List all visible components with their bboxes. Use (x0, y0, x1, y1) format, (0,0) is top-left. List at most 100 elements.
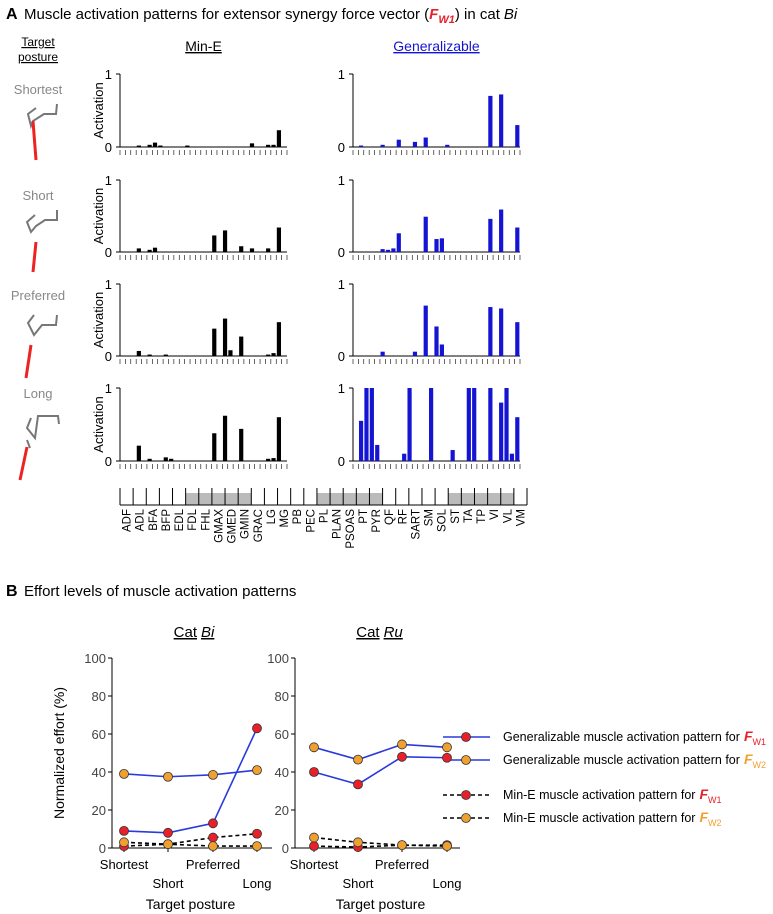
legend-entry: Generalizable muscle activation pattern … (503, 728, 766, 747)
y-tick-label: 1 (338, 277, 345, 292)
bar (434, 239, 439, 252)
muscle-label: BFA (148, 509, 160, 531)
legend-entry: Min-E muscle activation pattern for FW2 (503, 809, 722, 828)
bar (423, 137, 428, 147)
bar (412, 351, 418, 356)
bar (212, 235, 217, 252)
muscle-label: MG (279, 509, 291, 528)
muscle-label: ADL (135, 508, 147, 531)
marker (309, 832, 319, 843)
y-tick-label: 1 (105, 277, 112, 292)
bar (222, 415, 228, 461)
legend-text: Generalizable muscle activation pattern … (503, 753, 740, 767)
bar (136, 350, 141, 356)
legend-marker (461, 732, 471, 742)
bar (358, 420, 364, 461)
x-axis-label: Target posture (336, 896, 426, 912)
column-header: Min-E (185, 38, 222, 54)
bar (450, 450, 455, 461)
bar (147, 144, 152, 147)
bar (488, 307, 493, 356)
y-tick-label: 0 (338, 140, 345, 155)
title-text: Muscle activation patterns for extensor … (24, 6, 429, 23)
bar (488, 218, 493, 252)
bar (271, 458, 276, 461)
bar (266, 248, 271, 252)
bar (380, 351, 385, 356)
column-header: Generalizable (393, 38, 480, 54)
x-tick-label: Short (342, 876, 373, 891)
bar (515, 125, 520, 147)
bar (212, 433, 217, 461)
y-tick-label: 60 (275, 727, 289, 742)
bar (445, 144, 450, 147)
legend-vector-sub: W1 (753, 737, 767, 747)
y-tick-label: 60 (92, 727, 106, 742)
muscle-label: GMED (227, 509, 239, 544)
y-axis-label: Activation (91, 188, 106, 244)
muscle-label: EDL (174, 508, 186, 531)
y-axis-label: Activation (91, 82, 106, 138)
legend-vector: F (744, 751, 753, 767)
muscle-label: SM (424, 509, 436, 526)
bar (423, 216, 428, 252)
y-tick-label: 0 (105, 140, 112, 155)
row-header: Target (21, 35, 55, 49)
marker (163, 827, 173, 838)
bar (276, 417, 282, 461)
legend-entry: Min-E muscle activation pattern for FW1 (503, 786, 722, 805)
muscle-label: VL (502, 508, 514, 523)
legend-marker (461, 813, 471, 823)
y-tick-label: 0 (105, 245, 112, 260)
marker (208, 769, 218, 780)
bar (358, 145, 364, 147)
muscle-label: FDL (187, 508, 199, 530)
muscle-label: BFP (161, 509, 173, 532)
bar (152, 247, 158, 252)
force-vector (31, 120, 38, 161)
posture-label: Shortest (14, 82, 63, 97)
title-italic: Bi (201, 624, 215, 641)
muscle-label: PYR (371, 509, 383, 533)
marker (208, 841, 218, 851)
leg-figure (25, 415, 60, 441)
y-tick-label: 0 (99, 841, 106, 856)
y-tick-label: 0 (105, 349, 112, 364)
bar (276, 227, 282, 252)
y-tick-label: 100 (84, 651, 106, 666)
legend-vector: F (699, 809, 708, 825)
marker (442, 742, 452, 753)
bar (152, 142, 158, 147)
bar (499, 94, 504, 147)
bar (276, 130, 282, 147)
posture-label: Short (22, 188, 53, 203)
y-tick-label: 20 (275, 803, 289, 818)
marker (397, 840, 407, 851)
posture-figures (18, 103, 60, 481)
bar (509, 453, 515, 461)
marker (119, 826, 129, 836)
row-header: posture (18, 50, 58, 64)
cat-name: Bi (504, 6, 518, 23)
bar (466, 388, 471, 461)
muscle-label: PT (358, 509, 370, 524)
force-vector (31, 241, 38, 273)
bar (147, 249, 152, 252)
bar (169, 458, 174, 461)
bar (504, 388, 509, 461)
bar (429, 388, 434, 461)
bar (396, 233, 401, 252)
legend-vector-sub: W2 (708, 818, 722, 828)
muscle-label: GMIN (240, 509, 252, 539)
x-tick-label: Preferred (375, 857, 429, 872)
leg-figure (25, 210, 58, 234)
title-text: Cat (356, 624, 380, 641)
bar (222, 230, 228, 252)
bar (266, 458, 271, 461)
marker (252, 723, 262, 734)
bar (163, 354, 168, 356)
bar (499, 308, 504, 356)
muscle-label: PLAN (332, 509, 344, 539)
y-tick-label: 100 (267, 651, 289, 666)
